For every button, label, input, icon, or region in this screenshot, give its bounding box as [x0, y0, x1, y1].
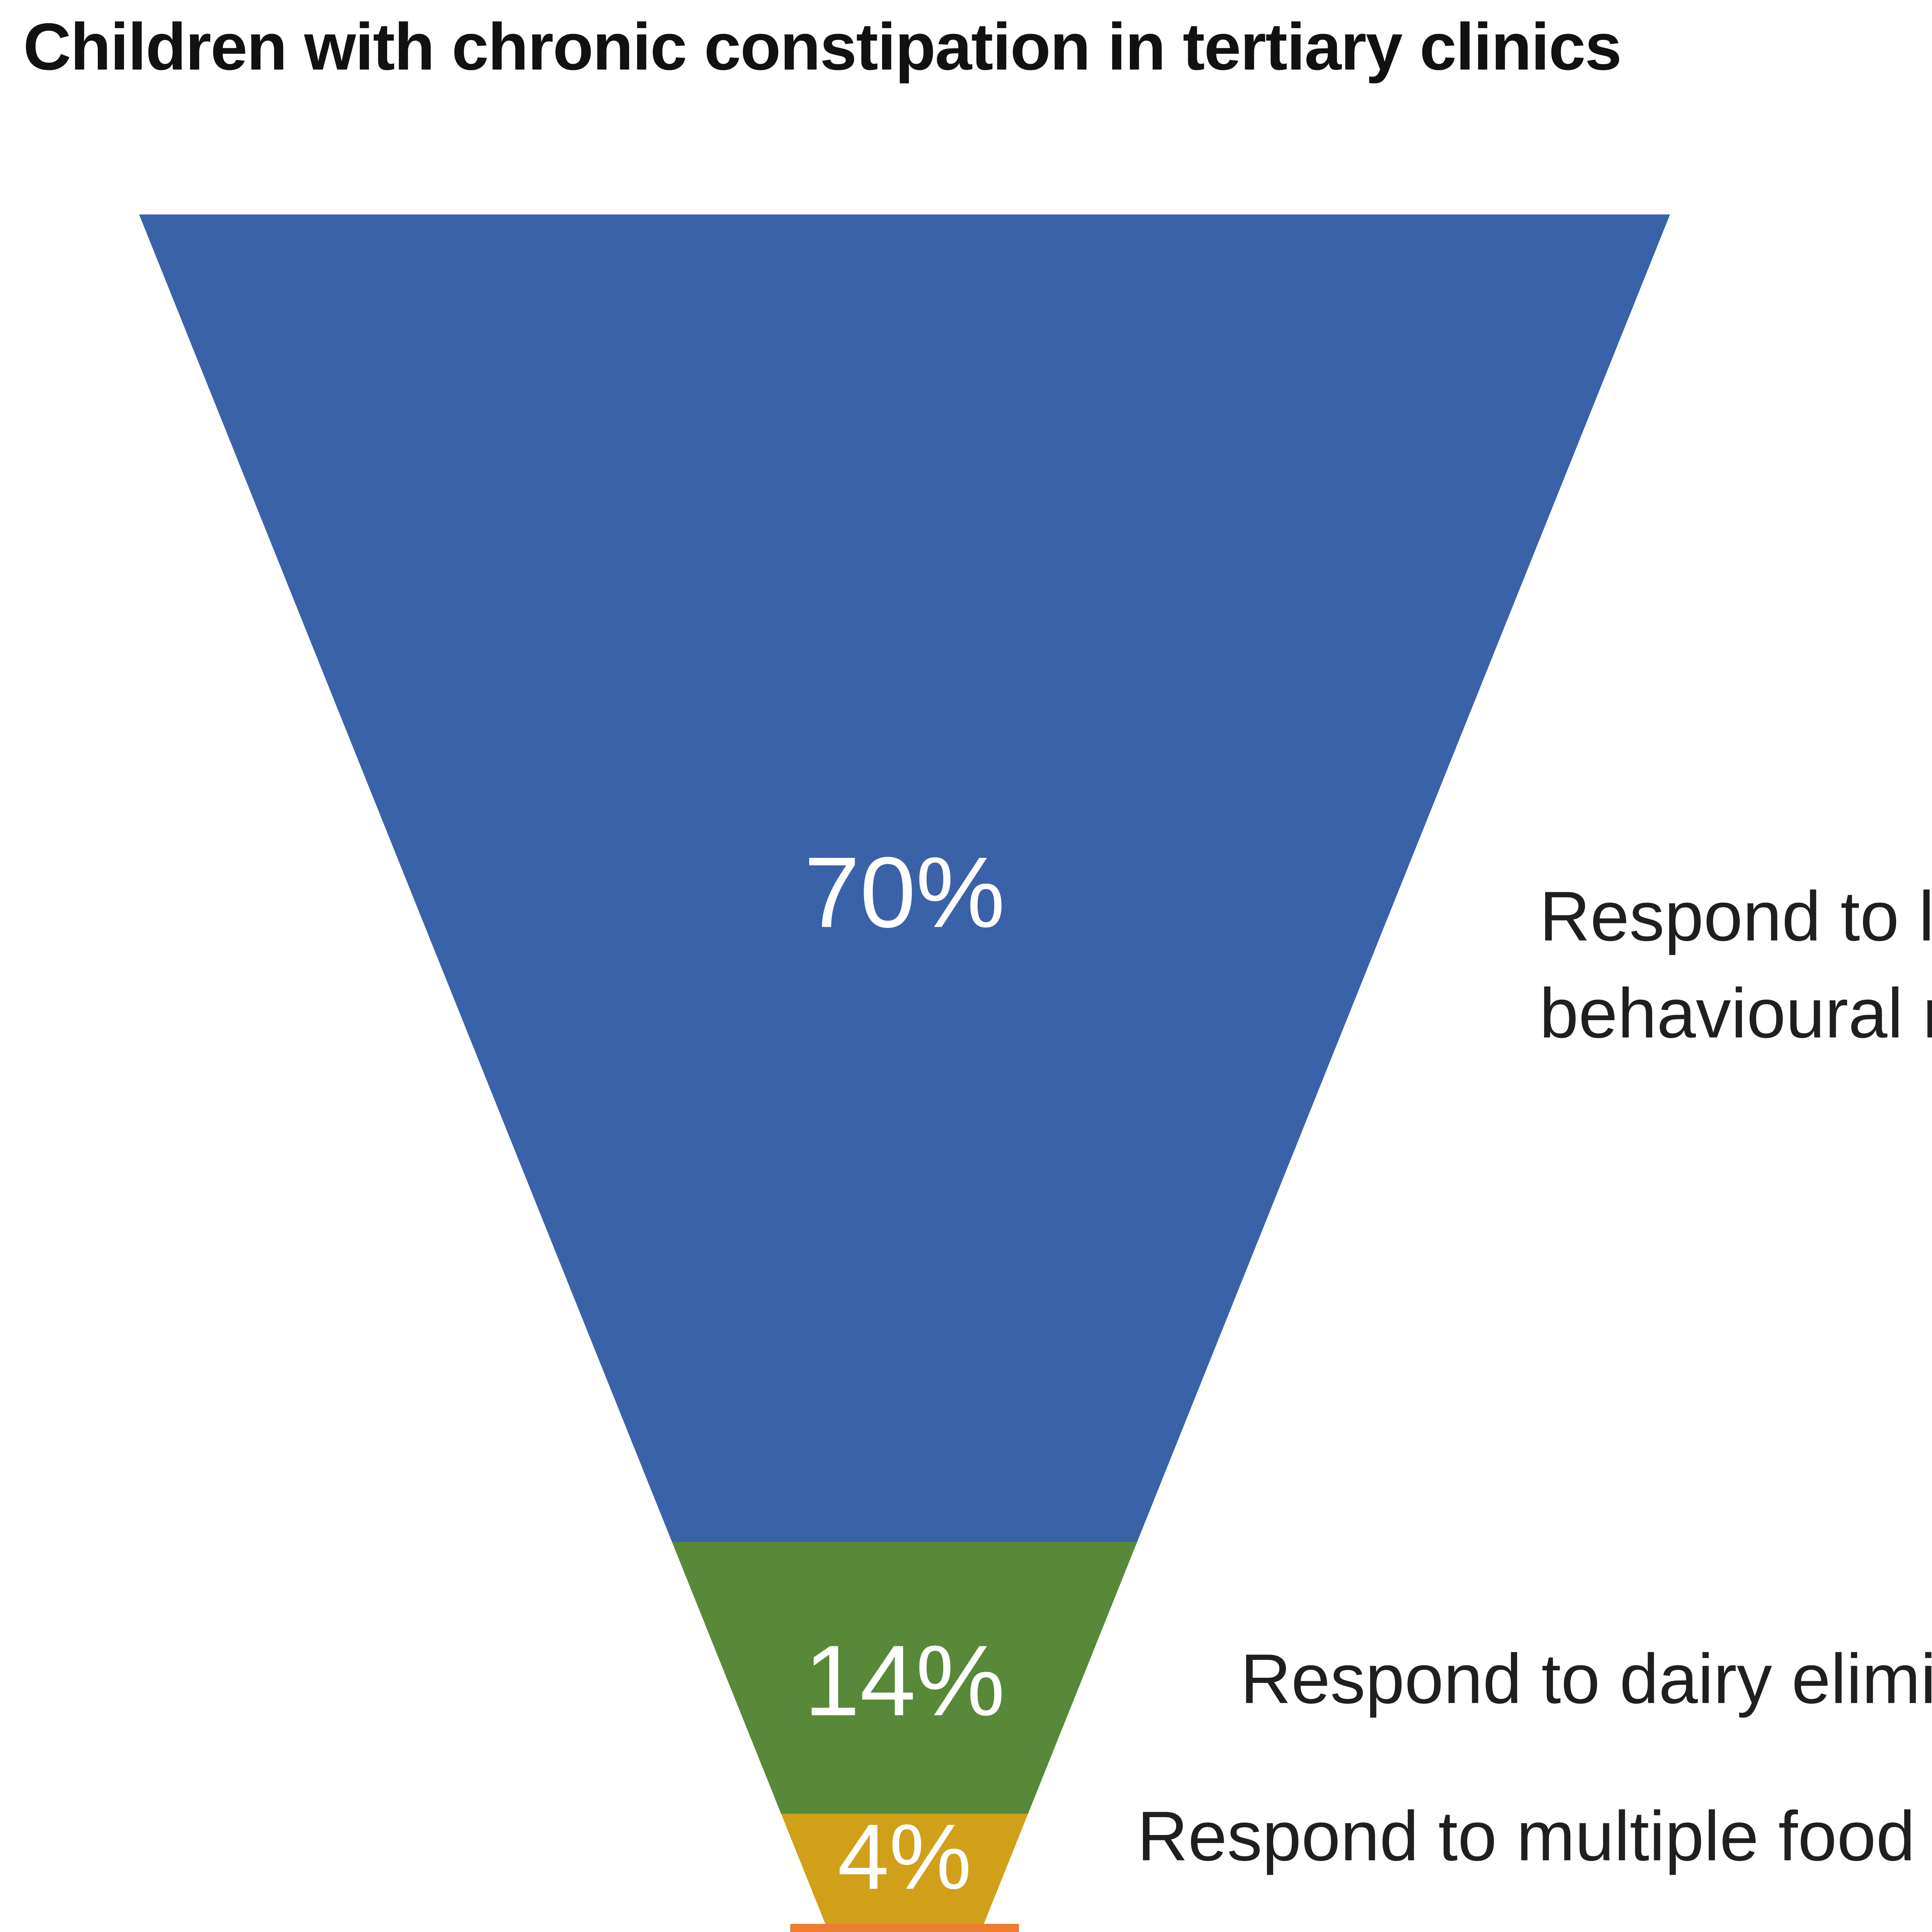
- segment-value-food-elimination: 4%: [837, 1805, 972, 1908]
- segment-label-dairy-elimination: Respond to dairy elimination: [1240, 1639, 1932, 1718]
- funnel-segment-additional-tests: [790, 1924, 1019, 1932]
- segment-label-laxatives: Respond to laxatives & behavioural manag…: [1539, 876, 1932, 1053]
- chart-title: Children with chronic constipation in te…: [23, 10, 1622, 84]
- segment-value-dairy-elimination: 14%: [804, 1625, 1005, 1737]
- segment-value-laxatives: 70%: [804, 837, 1005, 949]
- segment-label-food-elimination: Respond to multiple food elimination: [1137, 1796, 1932, 1876]
